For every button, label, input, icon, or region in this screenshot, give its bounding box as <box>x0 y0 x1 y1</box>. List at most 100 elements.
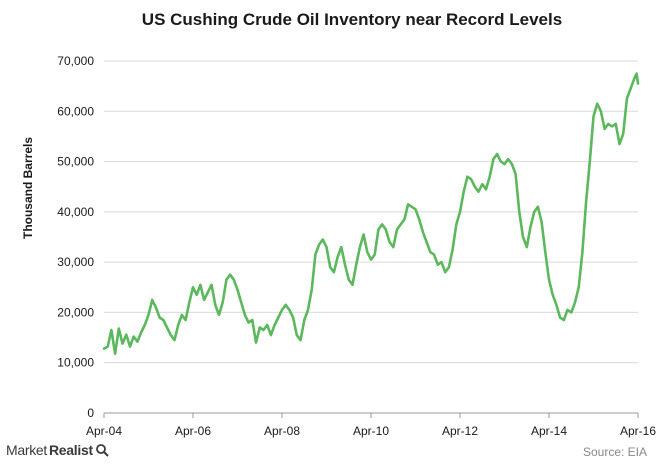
data-point <box>222 301 224 303</box>
data-point <box>299 339 302 341</box>
data-point <box>429 251 431 253</box>
data-point <box>159 316 161 319</box>
data-point <box>592 115 595 117</box>
data-point <box>563 319 565 321</box>
data-point <box>600 110 602 112</box>
data-point <box>329 266 331 268</box>
x-tick-label: Apr-14 <box>531 424 567 438</box>
y-axis-label: Thousand Barrels <box>21 137 35 239</box>
x-tick-label: Apr-12 <box>442 424 478 438</box>
data-point <box>262 329 265 331</box>
data-point <box>466 176 468 178</box>
magnifier-icon <box>95 444 109 457</box>
data-point <box>578 286 580 288</box>
data-point <box>181 314 183 316</box>
data-point <box>426 241 428 243</box>
data-point <box>537 206 539 208</box>
data-point <box>636 73 638 75</box>
y-tick-label: 70,000 <box>57 54 94 68</box>
data-point <box>236 289 239 291</box>
x-tick-label: Apr-08 <box>264 424 300 438</box>
data-point <box>637 83 639 85</box>
data-point <box>311 289 313 291</box>
data-point <box>259 326 261 329</box>
data-point <box>377 228 379 231</box>
data-point <box>351 284 354 286</box>
data-point <box>366 251 368 253</box>
data-point <box>485 188 487 190</box>
data-point <box>626 98 628 100</box>
data-point <box>529 226 532 228</box>
data-point <box>277 316 279 319</box>
data-point <box>604 128 606 130</box>
y-tick-label: 40,000 <box>57 205 94 219</box>
data-point <box>570 311 572 313</box>
data-point <box>136 341 138 343</box>
data-point <box>474 186 476 188</box>
data-point <box>214 304 216 306</box>
data-point <box>199 284 201 286</box>
data-point <box>507 158 509 160</box>
data-point <box>107 346 109 348</box>
data-point <box>396 228 398 231</box>
data-point <box>140 331 142 334</box>
data-point <box>388 241 391 243</box>
data-point <box>162 319 164 321</box>
data-point <box>218 314 220 316</box>
data-point <box>144 324 146 326</box>
data-point <box>448 266 450 268</box>
data-point <box>596 103 598 105</box>
x-tick-label: Apr-10 <box>353 424 389 438</box>
data-point <box>103 348 105 350</box>
data-point <box>210 284 213 286</box>
data-point <box>392 246 394 248</box>
data-point <box>581 251 584 253</box>
data-point <box>559 316 561 319</box>
data-point <box>233 279 235 281</box>
data-point <box>303 319 305 321</box>
data-point <box>418 218 420 220</box>
data-point <box>288 309 290 311</box>
data-point <box>463 191 465 193</box>
data-point <box>481 183 483 185</box>
data-point <box>433 254 435 256</box>
data-point <box>630 88 632 90</box>
data-point <box>307 309 309 311</box>
data-point <box>403 218 405 220</box>
data-point <box>566 309 569 311</box>
data-point <box>133 336 135 338</box>
data-point <box>544 251 546 253</box>
data-point <box>589 161 591 163</box>
data-point <box>552 294 554 296</box>
data-point <box>585 201 587 203</box>
data-point <box>574 301 576 303</box>
data-point <box>455 223 457 225</box>
tick-labels: 0 10,000 20,000 30,000 40,000 50,000 60,000 70,… <box>57 54 656 438</box>
y-tick-label: 20,000 <box>57 305 94 319</box>
data-point <box>370 259 372 261</box>
y-tick-label: 50,000 <box>57 155 94 169</box>
data-point <box>359 246 361 248</box>
y-tick-label: 30,000 <box>57 255 94 269</box>
data-point <box>515 173 517 175</box>
source-note: Source: EIA <box>583 445 647 459</box>
data-point <box>333 271 335 273</box>
data-point <box>374 254 376 256</box>
data-point <box>129 346 131 348</box>
data-point <box>407 203 409 205</box>
data-point <box>155 306 157 308</box>
data-point <box>607 123 609 125</box>
y-tick-label: 0 <box>87 406 94 420</box>
data-point <box>121 343 124 345</box>
data-point <box>555 304 558 306</box>
data-point <box>340 246 342 248</box>
data-point <box>444 271 446 273</box>
data-point <box>355 264 357 266</box>
data-point <box>166 326 168 329</box>
data-point <box>270 334 272 336</box>
data-point <box>518 211 520 213</box>
x-tick-label: Apr-04 <box>86 424 122 438</box>
brand-name-realist: Realist <box>49 442 93 458</box>
data-point <box>322 238 324 241</box>
data-point <box>244 314 246 316</box>
